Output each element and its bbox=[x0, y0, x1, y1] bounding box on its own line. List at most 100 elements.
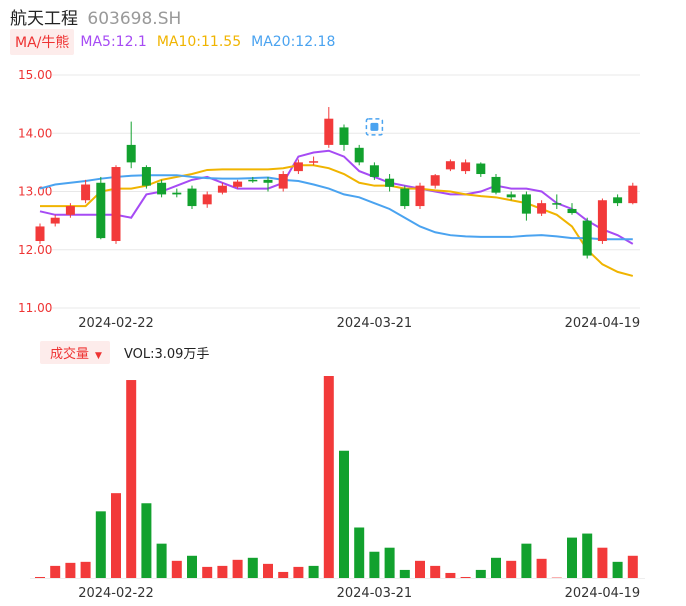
candle-body bbox=[506, 194, 516, 198]
candle-body bbox=[597, 200, 607, 242]
volume-bar bbox=[491, 557, 501, 578]
candle bbox=[309, 156, 319, 166]
y-tick-label: 14.00 bbox=[18, 126, 52, 140]
volume-bar bbox=[430, 565, 441, 578]
marker-icon bbox=[365, 118, 384, 136]
marker-frame bbox=[365, 118, 384, 136]
ma-lines bbox=[39, 149, 634, 277]
x-tick-label: 2024-04-19 bbox=[565, 316, 641, 331]
candle bbox=[506, 191, 516, 201]
candle bbox=[597, 198, 607, 244]
volume-value: VOL:3.09万手 bbox=[123, 346, 210, 362]
ma-selector-button[interactable]: MA/牛熊 bbox=[10, 29, 75, 55]
candle-body bbox=[324, 118, 334, 145]
candle bbox=[111, 165, 121, 244]
x-tick-label: 2024-02-22 bbox=[78, 586, 154, 601]
candle bbox=[324, 107, 334, 148]
volume-bar bbox=[399, 569, 410, 578]
x-tick-label: 2024-02-22 bbox=[78, 316, 154, 331]
candle-body bbox=[187, 188, 197, 207]
volume-bar bbox=[217, 565, 228, 578]
y-tick-label: 15.00 bbox=[18, 68, 52, 82]
volume-bar bbox=[293, 566, 304, 578]
candles bbox=[35, 107, 638, 259]
volume-bar bbox=[156, 543, 167, 578]
volume-bar bbox=[232, 559, 243, 578]
volume-bar bbox=[536, 558, 547, 578]
candle bbox=[233, 179, 243, 189]
caret-down-icon: ▼ bbox=[95, 350, 102, 361]
candle bbox=[552, 194, 562, 209]
candle-body bbox=[263, 179, 273, 183]
volume-x-axis: 2024-02-22 2024-03-21 2024-04-19 bbox=[78, 586, 640, 601]
volume-bar bbox=[567, 537, 577, 578]
volume-bar bbox=[141, 503, 152, 578]
candle bbox=[385, 174, 395, 192]
volume-bar bbox=[354, 527, 365, 578]
candle-body bbox=[233, 181, 243, 187]
candle bbox=[369, 162, 379, 180]
volume-bar bbox=[308, 565, 319, 578]
candle-body bbox=[476, 163, 486, 175]
candle-body bbox=[613, 197, 623, 204]
volume-bar bbox=[50, 565, 61, 578]
volume-bar bbox=[612, 561, 623, 578]
marker-dot bbox=[370, 122, 379, 131]
candle-body bbox=[552, 203, 562, 205]
candle-body bbox=[445, 161, 455, 170]
volume-bar bbox=[384, 547, 395, 578]
volume-bar bbox=[460, 576, 471, 578]
candle bbox=[50, 214, 60, 227]
volume-legend: 成交量 ▼ VOL:3.09万手 bbox=[40, 340, 210, 364]
candle bbox=[81, 179, 91, 204]
candle-body bbox=[248, 179, 258, 182]
candle-body bbox=[111, 167, 121, 242]
candle bbox=[187, 185, 197, 209]
volume-bar bbox=[35, 576, 45, 578]
candle bbox=[537, 200, 547, 216]
candle bbox=[263, 176, 273, 192]
candle bbox=[628, 182, 638, 205]
volume-bar bbox=[80, 561, 91, 578]
volume-bar bbox=[263, 563, 273, 578]
candle bbox=[521, 191, 531, 221]
volume-bar bbox=[95, 511, 106, 578]
y-tick-label: 11.00 bbox=[18, 301, 52, 315]
candle-body bbox=[202, 194, 212, 205]
candle-body bbox=[461, 162, 471, 172]
volume-selector-button[interactable]: 成交量 ▼ bbox=[40, 340, 110, 364]
candle-body bbox=[385, 178, 395, 187]
candle-body bbox=[628, 185, 638, 204]
ma20-line bbox=[39, 174, 633, 241]
candle-body bbox=[537, 203, 547, 214]
candle-body bbox=[157, 182, 167, 195]
volume-bar bbox=[126, 380, 137, 578]
candle-body bbox=[491, 176, 501, 193]
volume-selector-label: 成交量 bbox=[50, 346, 90, 362]
candle bbox=[430, 174, 440, 189]
volume-bar bbox=[339, 450, 349, 578]
volume-bar bbox=[521, 543, 532, 578]
volume-bar bbox=[506, 560, 517, 578]
candle-body bbox=[582, 220, 592, 256]
candle bbox=[141, 165, 151, 189]
candle-body bbox=[278, 174, 288, 189]
volume-bar bbox=[323, 376, 334, 578]
candle bbox=[567, 203, 577, 215]
candle-body bbox=[217, 185, 227, 193]
candle-body bbox=[567, 208, 577, 214]
ma20-legend: MA20:12.18 bbox=[251, 34, 336, 50]
candle bbox=[35, 223, 45, 244]
volume-bar bbox=[627, 555, 638, 578]
ma5-legend: MA5:12.1 bbox=[80, 34, 147, 50]
ma10-legend: MA10:11.55 bbox=[156, 34, 242, 50]
candle bbox=[278, 171, 288, 192]
candle bbox=[461, 159, 471, 175]
candle bbox=[476, 162, 486, 177]
volume-bar bbox=[65, 562, 76, 578]
ma10-line bbox=[40, 164, 634, 277]
candle-body bbox=[35, 226, 45, 242]
candle-body bbox=[415, 185, 425, 207]
